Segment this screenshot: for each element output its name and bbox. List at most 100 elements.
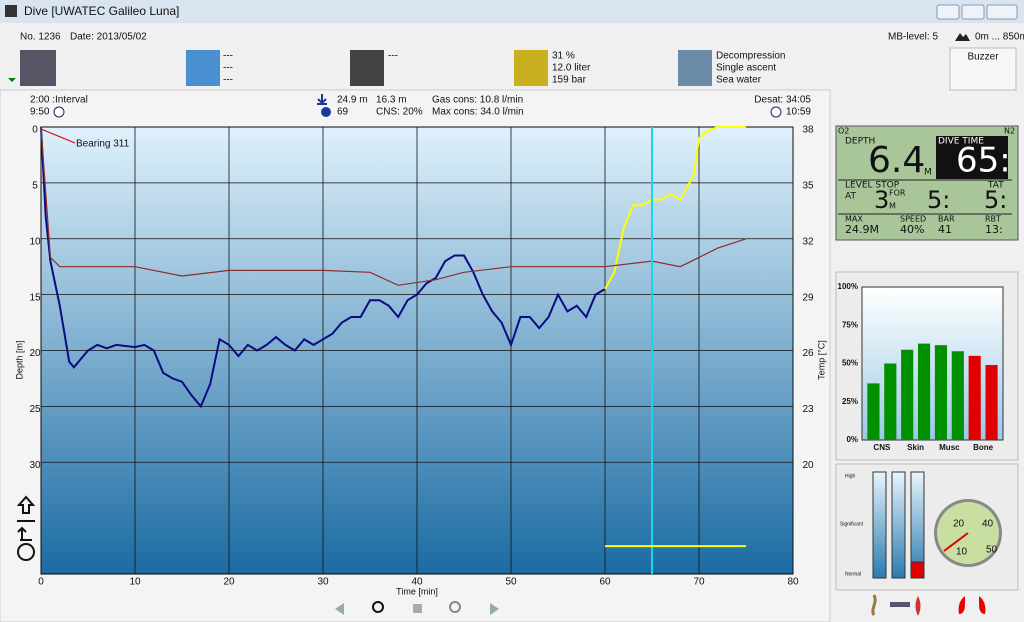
time-box — [936, 136, 1008, 179]
gauge-tube — [891, 471, 906, 579]
y-tick-label: 15 — [29, 292, 41, 303]
y-tick-label: 0% — [846, 435, 858, 444]
end-time: 10:59 — [786, 107, 811, 118]
window-title: Dive [UWATEC Galileo Luna] — [24, 4, 179, 18]
y-tick-label: 0 — [32, 125, 38, 136]
y-tick-label: 25% — [842, 397, 858, 406]
bar — [968, 355, 981, 440]
at-label: AT — [845, 192, 856, 202]
dial-number: 10 — [956, 547, 968, 558]
settings-icon[interactable] — [678, 50, 712, 86]
camera-text: --- — [388, 51, 398, 62]
app-icon — [5, 5, 17, 17]
weather-icon[interactable] — [186, 50, 220, 86]
y-tick-label: 50% — [842, 359, 858, 368]
bar — [985, 365, 998, 440]
title-bar — [0, 0, 1024, 23]
x-tick-label: 20 — [223, 577, 235, 588]
settings-line: Single ascent — [716, 63, 776, 74]
avg-depth: 16.3 m — [376, 95, 407, 106]
maximize-button[interactable] — [961, 4, 985, 20]
dial-needle — [943, 532, 969, 552]
syringe-icon — [890, 602, 910, 607]
x-tick-label: Skin — [907, 443, 924, 452]
stop-button[interactable] — [413, 604, 422, 613]
series-line — [604, 126, 746, 290]
y-tick-label: 30 — [29, 460, 41, 471]
altitude-icon — [955, 33, 970, 41]
gauge-level: Normal — [845, 571, 861, 577]
o2-icon — [321, 107, 331, 117]
dropdown[interactable] — [8, 78, 16, 82]
depth-icon — [317, 94, 327, 105]
n2-label: N2 — [1004, 127, 1015, 136]
x-tick-label: 50 — [505, 577, 517, 588]
series-line — [40, 126, 747, 286]
speed-label: SPEED — [900, 215, 926, 224]
zoom-in-button[interactable] — [372, 601, 384, 613]
y-tick-label: 20 — [29, 348, 41, 359]
x-tick-label: Bone — [973, 443, 994, 452]
y2-tick-label: 20 — [802, 460, 814, 471]
y2-tick-label: 26 — [802, 348, 814, 359]
speed-value: 40% — [900, 223, 924, 236]
tank-icon[interactable] — [514, 50, 548, 86]
tat-value: 5: — [984, 186, 1007, 214]
next-button[interactable] — [490, 603, 499, 615]
gauge-panel — [835, 463, 1019, 591]
altitude: 0m ... 850m — [975, 32, 1024, 43]
stop-label: LEVEL STOP — [845, 181, 900, 191]
weather-line: --- — [223, 63, 233, 74]
depth-unit: M — [924, 168, 932, 178]
dive-date: Date: 2013/05/02 — [70, 32, 147, 43]
prev-button[interactable] — [335, 603, 344, 615]
o2-label: O2 — [838, 127, 849, 136]
y-tick-label: 5 — [32, 181, 38, 192]
weather-line: --- — [223, 51, 233, 62]
alarm-box — [949, 47, 1017, 91]
bar-value: 41 — [938, 223, 952, 236]
dial-number: 40 — [982, 519, 994, 530]
x-tick-label: 40 — [411, 577, 423, 588]
y2-tick-label: 23 — [802, 404, 814, 415]
stop-depth: 3 — [874, 186, 889, 214]
max-label: MAX — [845, 215, 863, 224]
close-button[interactable] — [986, 4, 1018, 20]
dive-number: No. 1236 — [20, 32, 61, 43]
max-value: 24.9M — [845, 223, 879, 236]
profile-chart: 0 10 20 30 40 50 60 70 80 0 5 10 15 20 25 30 20 23 26 29 32 3… — [14, 125, 826, 597]
max-cons: Max cons: 34.0 l/min — [432, 107, 524, 118]
ascent-icon — [16, 495, 36, 522]
y2-axis-label: Temp [°C] — [816, 340, 826, 380]
stop-icon — [17, 526, 32, 541]
gauge-fill — [910, 561, 925, 579]
rbt-value: 13: — [985, 223, 1003, 236]
mb-level: MB-level: 5 — [888, 32, 938, 43]
annotation: Bearing 311 — [76, 139, 130, 150]
x-tick-label: 80 — [787, 577, 799, 588]
tat-label: TAT — [987, 181, 1004, 191]
bar-label: BAR — [938, 215, 955, 224]
alarm: Buzzer — [967, 52, 999, 63]
divers-icon[interactable] — [20, 50, 56, 86]
rbt-label: RBT — [985, 215, 1001, 224]
series-line — [40, 126, 606, 409]
bar — [934, 345, 948, 440]
x-tick-label: 30 — [317, 577, 329, 588]
settings-line: Decompression — [716, 51, 785, 62]
camera-icon[interactable] — [350, 50, 384, 86]
x-tick-label: 0 — [38, 577, 44, 588]
depth-value: 6.4 — [868, 140, 925, 181]
dial-number: 50 — [986, 545, 998, 556]
lungs-icon — [958, 596, 986, 614]
zoom-out-button[interactable] — [449, 601, 461, 613]
x-tick-label: Musc — [939, 443, 960, 452]
tissue-chart: 0% 25% 50% 75% 100% CNS Skin Musc Bone — [838, 282, 998, 452]
time-icon — [17, 543, 35, 561]
x-tick-label: 70 — [693, 577, 705, 588]
desat: Desat: 34:05 — [754, 95, 811, 106]
y2-tick-label: 29 — [802, 292, 814, 303]
minimize-button[interactable] — [936, 4, 960, 20]
tank-line: 12.0 liter — [552, 63, 591, 74]
